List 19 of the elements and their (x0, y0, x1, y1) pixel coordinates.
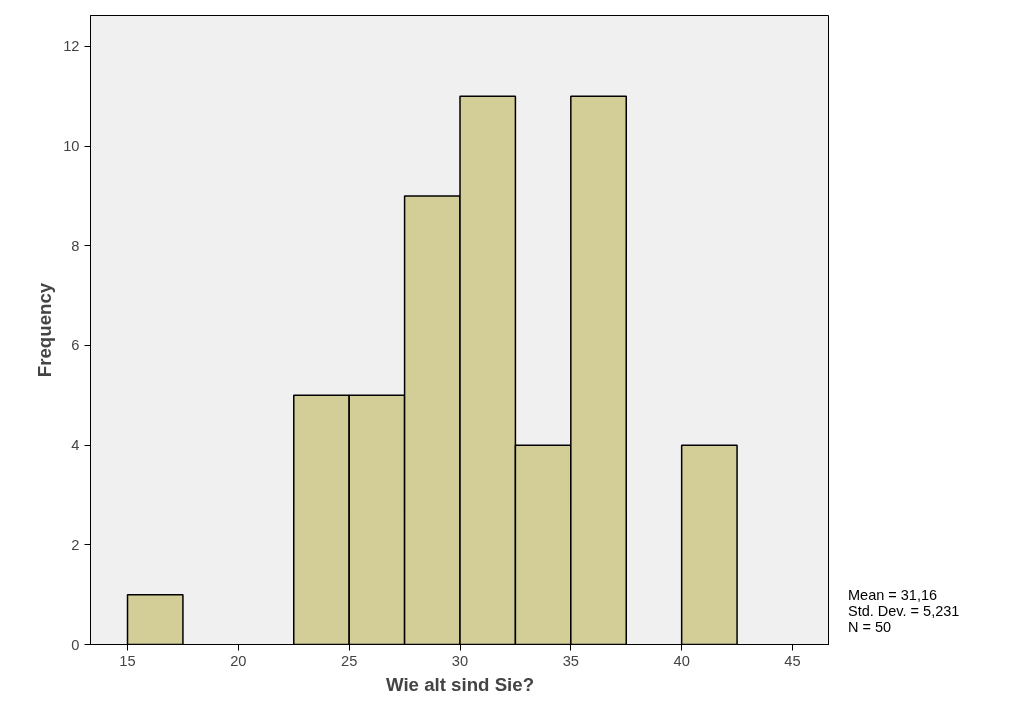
y-tick-label: 6 (71, 337, 80, 354)
y-tick-label: 10 (63, 138, 80, 155)
y-tick-label: 2 (71, 536, 80, 553)
x-tick-label: 45 (784, 652, 801, 669)
text: N = 50 (848, 619, 892, 635)
x-tick-label: 15 (119, 652, 136, 669)
x-tick-label: 25 (341, 652, 358, 669)
y-tick-label: 0 (71, 636, 80, 653)
x-tick-label: 30 (451, 652, 469, 669)
y-tick-label: 12 (63, 38, 80, 55)
text: Std. Dev. = 5,231 (848, 603, 960, 619)
text: Mean = 31,16 (848, 587, 938, 603)
y-tick-label: 8 (71, 237, 80, 254)
y-axis-title: Frequency (34, 282, 56, 378)
x-tick-label: 35 (562, 652, 579, 669)
y-tick-label: 4 (71, 437, 80, 454)
x-axis-title: Wie alt sind Sie? (385, 673, 535, 695)
x-tick-label: 20 (230, 652, 247, 669)
x-tick-label: 40 (673, 652, 690, 669)
